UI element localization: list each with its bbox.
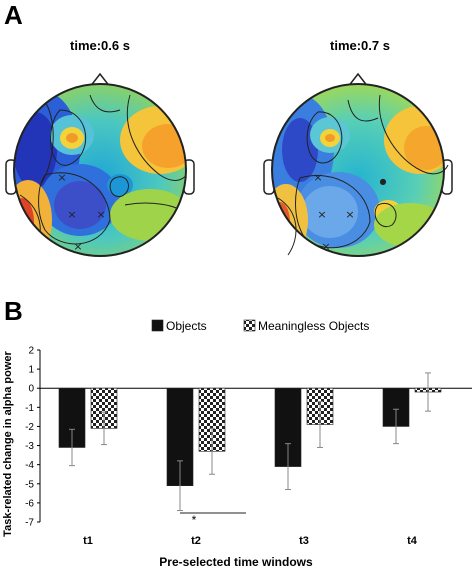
y-axis-label: Task-related change in alpha power bbox=[2, 350, 14, 536]
svg-text:×: × bbox=[57, 171, 66, 184]
x-tick-label-t2: t2 bbox=[191, 535, 201, 547]
topomap-left: × × × × bbox=[5, 72, 195, 257]
legend-label-0: Objects bbox=[166, 319, 207, 333]
svg-text:×: × bbox=[313, 171, 322, 184]
svg-text:×: × bbox=[96, 208, 105, 221]
legend-swatch-0 bbox=[151, 319, 164, 332]
y-tick-label: 2 bbox=[28, 346, 34, 357]
bar-objects-t3 bbox=[274, 387, 302, 467]
x-tick-label-t3: t3 bbox=[299, 535, 309, 547]
legend-swatch-1 bbox=[243, 319, 256, 332]
svg-text:×: × bbox=[73, 240, 82, 253]
y-tick-label: -7 bbox=[25, 518, 34, 529]
y-tick-label: 0 bbox=[28, 384, 34, 395]
svg-text:×: × bbox=[317, 208, 326, 221]
topomap-title-right: time:0.7 s bbox=[330, 38, 390, 53]
chart-legend: Objects Meaningless Objects bbox=[151, 319, 369, 333]
bars bbox=[58, 372, 442, 512]
significance-star: * bbox=[192, 513, 197, 527]
bar-chart: Objects Meaningless Objects 2 1 0 -1 -2 -3 -4 -5… bbox=[2, 319, 472, 569]
legend-label-1: Meaningless Objects bbox=[258, 319, 369, 333]
x-tick-label-t1: t1 bbox=[83, 535, 93, 547]
x-axis-label: Pre-selected time windows bbox=[159, 555, 313, 569]
y-tick-label: -3 bbox=[25, 441, 34, 452]
y-tick-label: -1 bbox=[25, 403, 34, 414]
y-tick-label: -5 bbox=[25, 479, 34, 490]
svg-text:×: × bbox=[321, 240, 330, 253]
y-tick-label: 1 bbox=[28, 365, 34, 376]
y-tick-label: -2 bbox=[25, 422, 34, 433]
topomap-title-left: time:0.6 s bbox=[70, 38, 130, 53]
y-tick-label: -4 bbox=[25, 460, 34, 471]
panel-a-letter: A bbox=[4, 0, 23, 30]
svg-text:×: × bbox=[345, 208, 354, 221]
panel-b-letter: B bbox=[4, 296, 23, 326]
annotations: * bbox=[180, 512, 246, 527]
topomap-right: × × × × ● bbox=[263, 72, 453, 257]
svg-text:●: ● bbox=[380, 177, 387, 186]
x-tick-label-t4: t4 bbox=[407, 535, 418, 547]
svg-text:×: × bbox=[67, 208, 76, 221]
y-tick-label: -6 bbox=[25, 498, 34, 509]
x-axis: t1 t2 t3 t4 Pre-selected time windows bbox=[83, 535, 418, 569]
